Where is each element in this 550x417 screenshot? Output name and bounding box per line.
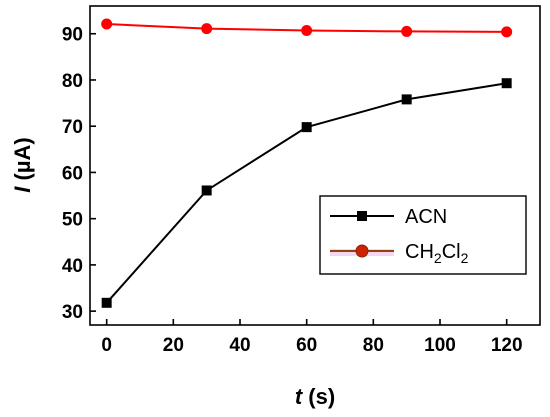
x-tick-label: 40 — [229, 335, 250, 356]
y-axis-ticks: 30 40 50 60 70 80 90 — [62, 25, 96, 323]
x-tick-label: 80 — [363, 335, 384, 356]
data-point-square — [101, 297, 112, 308]
x-tick-label: 100 — [424, 335, 456, 356]
data-point-circle — [201, 23, 213, 35]
data-point-square — [301, 122, 312, 133]
data-point-circle — [301, 25, 313, 37]
data-point-circle — [101, 18, 113, 30]
x-axis-label: t (s) — [295, 384, 335, 409]
data-point-square — [401, 94, 412, 105]
series-layer — [101, 18, 513, 308]
x-tick-label: 0 — [101, 335, 112, 356]
x-tick-label: 120 — [491, 335, 523, 356]
legend-marker-ch2cl2 — [355, 244, 369, 258]
data-point-square — [501, 78, 512, 89]
y-tick-label: 70 — [62, 117, 83, 138]
y-tick-label: 60 — [62, 163, 83, 184]
y-tick-label: 30 — [62, 302, 83, 323]
x-tick-label: 20 — [163, 335, 184, 356]
y-axis-label: I (µA) — [10, 137, 35, 192]
x-axis-ticks: 0 20 40 60 80 100 120 — [101, 319, 523, 356]
legend-marker-acn — [357, 211, 367, 221]
data-point-circle — [501, 26, 513, 38]
legend-label-ch2cl2: CH2Cl2 — [405, 241, 469, 266]
legend-box — [319, 195, 527, 275]
y-tick-label: 90 — [62, 25, 83, 46]
data-point-square — [201, 185, 212, 196]
y-tick-label: 40 — [62, 256, 83, 277]
x-tick-label: 60 — [296, 335, 317, 356]
legend: ACN CH2Cl2 — [319, 195, 527, 275]
data-point-circle — [401, 25, 413, 37]
legend-label-acn: ACN — [405, 206, 447, 228]
y-tick-label: 80 — [62, 71, 83, 92]
plot-frame — [89, 5, 541, 326]
y-tick-label: 50 — [62, 210, 83, 231]
